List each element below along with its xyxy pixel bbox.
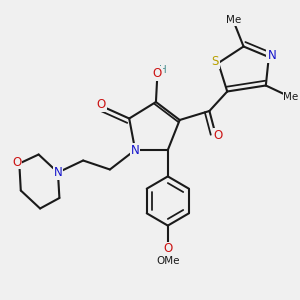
Text: N: N bbox=[267, 49, 276, 62]
Text: O: O bbox=[12, 155, 22, 169]
Text: O: O bbox=[96, 98, 106, 111]
Text: O: O bbox=[163, 242, 172, 256]
Text: OMe: OMe bbox=[156, 256, 180, 266]
Text: N: N bbox=[131, 143, 140, 157]
Text: H: H bbox=[159, 65, 166, 75]
Text: Me: Me bbox=[284, 92, 299, 103]
Text: O: O bbox=[214, 129, 223, 142]
Text: S: S bbox=[212, 55, 219, 68]
Text: O: O bbox=[153, 67, 162, 80]
Text: N: N bbox=[53, 166, 62, 179]
Text: Me: Me bbox=[226, 15, 241, 26]
